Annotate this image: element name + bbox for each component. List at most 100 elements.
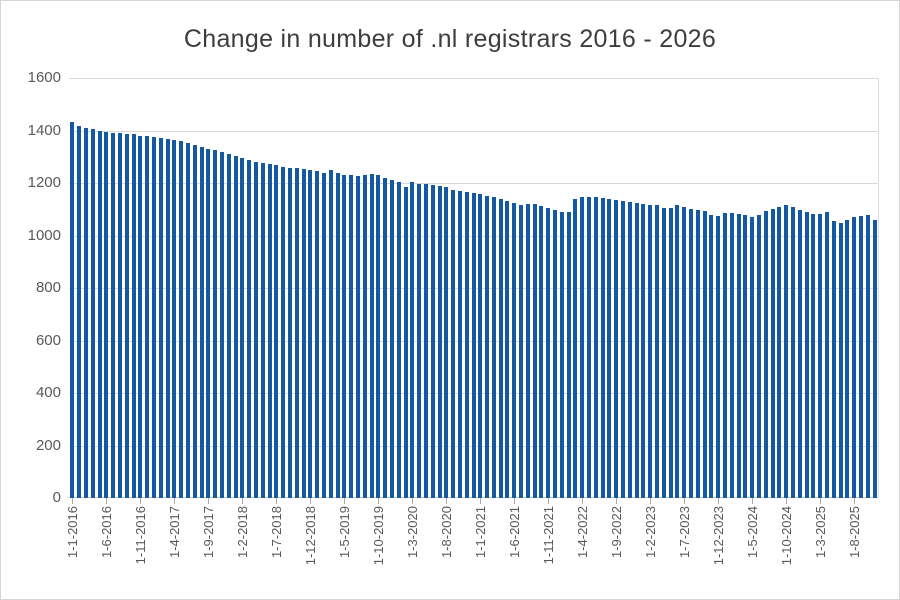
x-tick-mark [242,498,244,504]
x-tick-mark [820,498,822,504]
x-tick-mark [514,498,516,504]
bar [648,204,653,498]
bar [485,195,490,498]
chart-title: Change in number of .nl registrars 2016 … [183,25,717,53]
bar [389,180,394,498]
bar [369,174,374,498]
bar [247,160,252,498]
bar [614,199,619,498]
bar [702,211,707,498]
x-tick-mark [276,498,278,504]
bar [600,197,605,498]
x-tick-mark [650,498,652,504]
bar [451,190,456,498]
bar [124,133,129,498]
bar [457,190,462,498]
bar [634,203,639,498]
x-tick-label: 1-10-2019 [370,506,386,566]
x-tick-label: 1-3-2020 [404,506,420,559]
bar [90,129,95,498]
x-tick-label: 1-9-2017 [200,506,216,559]
x-tick-label: 1-4-2017 [166,506,182,559]
bar [743,215,748,498]
bar [430,184,435,498]
bar [383,177,388,498]
x-tick-label: 1-6-2021 [506,506,522,559]
bar [627,202,632,498]
bar [77,126,82,498]
bar [315,171,320,498]
bar [859,216,863,498]
bar [729,212,734,498]
x-tick-label: 1-11-2016 [132,506,148,565]
x-tick-mark [208,498,210,504]
bar [158,137,163,498]
x-tick-label: 1-1-2016 [64,506,80,559]
bar [287,167,292,498]
x-tick-mark [684,498,686,504]
x-tick-label: 1-8-2020 [438,506,454,559]
bar [206,148,211,498]
bar [131,134,136,498]
x-tick-label: 1-10-2024 [778,506,794,566]
bar [145,136,150,498]
bar [498,198,503,498]
bar [192,144,197,498]
bar [83,128,88,498]
bar [172,139,177,498]
bar [376,175,381,498]
bar [349,175,354,498]
bar [525,204,530,498]
bar [505,201,510,498]
bar [199,146,204,498]
bar [151,137,156,498]
x-tick-label: 1-2-2018 [234,506,250,559]
x-tick-label: 1-1-2021 [472,506,488,559]
y-tick-label: 1400 [27,121,61,139]
x-tick-mark [480,498,482,504]
bar [804,211,809,498]
x-tick-mark [548,498,550,504]
x-tick-label: 1-7-2018 [268,506,284,559]
bar [641,204,646,498]
bar [845,220,850,498]
bar [97,131,102,498]
bar [607,198,612,498]
bar [179,141,184,498]
bar [682,206,687,498]
bar [267,163,272,498]
bar [750,216,755,498]
plot-area [69,78,879,498]
x-tick-mark [72,498,74,504]
bar [532,203,537,498]
gridline-1200 [69,183,878,184]
bar [539,206,544,498]
x-tick-mark [446,498,448,504]
bar [519,204,524,498]
bar [559,212,564,498]
y-tick-label: 600 [35,331,61,349]
bar [668,208,673,498]
bar [274,165,279,498]
x-tick-label: 1-7-2023 [676,506,692,559]
bar [308,170,313,498]
x-tick-mark [786,498,788,504]
bar [464,192,469,498]
x-tick-label: 1-5-2019 [336,506,352,559]
x-tick-label: 1-2-2023 [642,506,658,559]
bar [723,212,728,498]
x-tick-mark [140,498,142,504]
y-tick-label: 0 [52,489,61,506]
bar [757,214,762,498]
x-tick-mark [378,498,380,504]
bar [716,215,721,498]
bar [104,132,109,498]
bar [736,214,741,498]
bar [852,217,857,498]
bar [117,133,122,498]
bar [655,205,660,498]
bar [709,214,714,498]
x-tick-mark [582,498,584,504]
bar [791,206,796,498]
bar [831,221,836,498]
